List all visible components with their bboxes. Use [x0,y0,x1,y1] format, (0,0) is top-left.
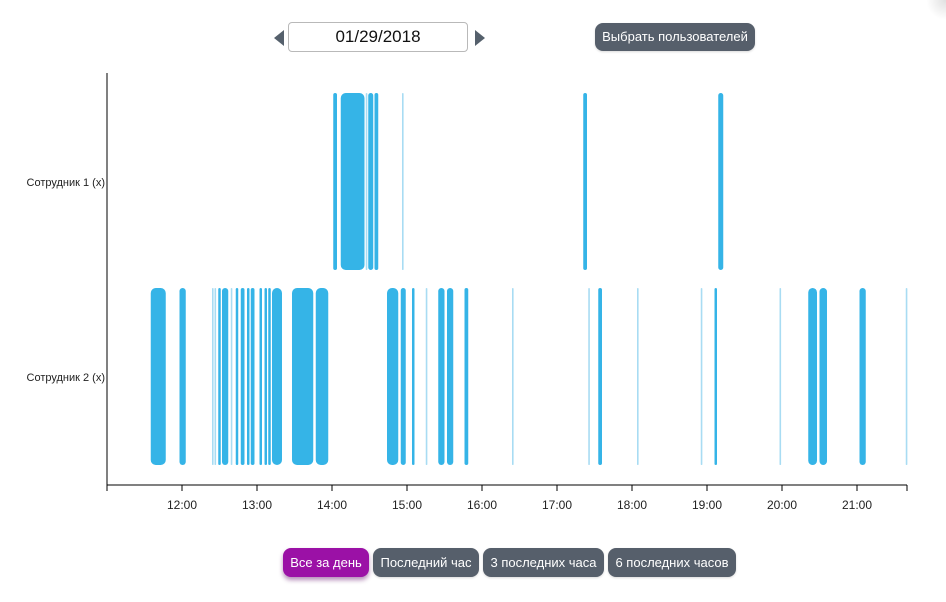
select-users-button[interactable]: Выбрать пользователей [595,23,755,51]
activity-bar[interactable] [714,288,718,465]
activity-bar[interactable] [447,288,454,465]
activity-bar[interactable] [779,288,782,465]
activity-bar[interactable] [402,93,404,270]
activity-bar[interactable] [464,288,469,465]
x-tick-label: 15:00 [392,498,422,512]
x-tick-label: 12:00 [167,498,197,512]
range-all-day-button[interactable]: Все за день [283,548,369,577]
activity-bar[interactable] [819,288,828,465]
range-last-3-hours-button[interactable]: 3 последних часа [483,548,604,577]
activity-bar[interactable] [264,288,268,465]
activity-bar[interactable] [250,288,255,465]
activity-bar[interactable] [808,288,817,465]
activity-bar[interactable] [315,288,329,465]
activity-bar[interactable] [365,93,368,270]
activity-bar[interactable] [247,288,250,465]
activity-bar[interactable] [235,288,239,465]
x-tick-label: 17:00 [542,498,572,512]
activity-bar[interactable] [859,288,866,465]
activity-bar[interactable] [700,288,703,465]
chart-labels: 12:00 13:00 14:00 15:00 16:00 17:00 18:00 19:00… [27,177,873,512]
activity-bar[interactable] [400,288,406,465]
activity-bar[interactable] [212,288,214,465]
activity-bar[interactable] [583,93,587,270]
chart-bars [150,93,908,465]
activity-bar[interactable] [412,288,415,465]
activity-bar[interactable] [588,288,590,465]
corner-shadow [926,0,946,20]
triangle-left-icon[interactable] [274,30,284,46]
chart-axes [106,73,908,491]
activity-bar[interactable] [214,288,217,465]
activity-bar[interactable] [230,288,233,465]
activity-bar[interactable] [222,288,229,465]
activity-bar[interactable] [292,288,314,465]
activity-bar[interactable] [150,288,166,465]
date-input[interactable] [288,22,468,52]
range-last-hour-button[interactable]: Последний час [373,548,479,577]
activity-bar[interactable] [438,288,445,465]
activity-bar[interactable] [259,288,263,465]
activity-bar[interactable] [387,288,399,465]
x-tick-label: 14:00 [317,498,347,512]
timeline-chart: 12:00 13:00 14:00 15:00 16:00 17:00 18:00 19:00… [27,73,908,512]
activity-bar[interactable] [425,288,428,465]
row-label: Сотрудник 1 (x) [27,177,106,189]
activity-bar[interactable] [268,288,271,465]
x-tick-label: 13:00 [242,498,272,512]
activity-bar[interactable] [905,288,908,465]
activity-bar[interactable] [272,288,282,465]
activity-bar[interactable] [598,288,602,465]
activity-bar[interactable] [179,288,186,465]
activity-bar[interactable] [240,288,245,465]
activity-bar[interactable] [637,288,639,465]
x-tick-label: 20:00 [767,498,797,512]
x-tick-label: 16:00 [467,498,497,512]
activity-bar[interactable] [340,93,365,270]
activity-bar[interactable] [218,288,221,465]
activity-bar[interactable] [374,93,379,270]
row-label: Сотрудник 2 (x) [27,372,106,384]
range-last-6-hours-button[interactable]: 6 последних часов [608,548,736,577]
activity-bar[interactable] [368,93,374,270]
activity-bar[interactable] [512,288,514,465]
triangle-right-icon[interactable] [475,30,485,46]
activity-bar[interactable] [718,93,724,270]
x-tick-label: 19:00 [692,498,722,512]
activity-bar[interactable] [333,93,337,270]
x-tick-label: 21:00 [842,498,872,512]
x-tick-label: 18:00 [617,498,647,512]
